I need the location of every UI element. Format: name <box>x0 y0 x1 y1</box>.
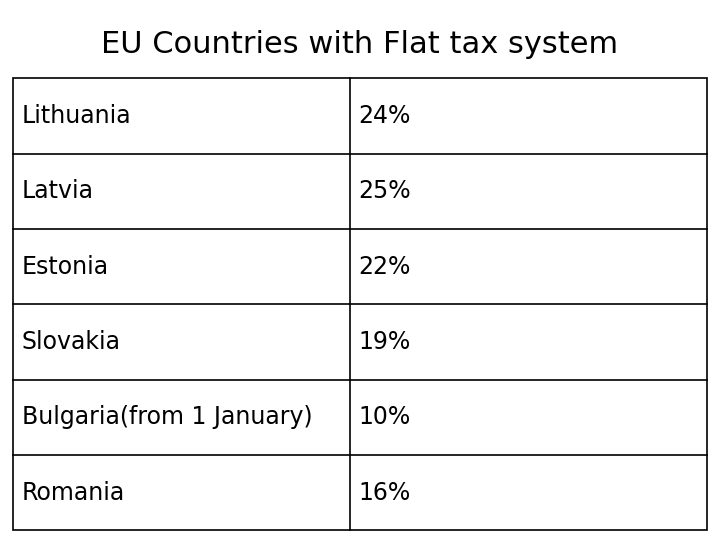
Text: Romania: Romania <box>22 481 125 504</box>
Text: Estonia: Estonia <box>22 255 109 279</box>
Text: 19%: 19% <box>359 330 410 354</box>
Text: 10%: 10% <box>359 406 410 429</box>
Text: EU Countries with Flat tax system: EU Countries with Flat tax system <box>102 30 618 59</box>
Text: 24%: 24% <box>359 104 410 128</box>
Text: Slovakia: Slovakia <box>22 330 121 354</box>
Text: 16%: 16% <box>359 481 410 504</box>
Text: 22%: 22% <box>359 255 410 279</box>
Bar <box>13 78 707 530</box>
Text: Lithuania: Lithuania <box>22 104 131 128</box>
Text: Latvia: Latvia <box>22 179 94 203</box>
Text: Bulgaria(from 1 January): Bulgaria(from 1 January) <box>22 406 312 429</box>
Text: 25%: 25% <box>359 179 411 203</box>
